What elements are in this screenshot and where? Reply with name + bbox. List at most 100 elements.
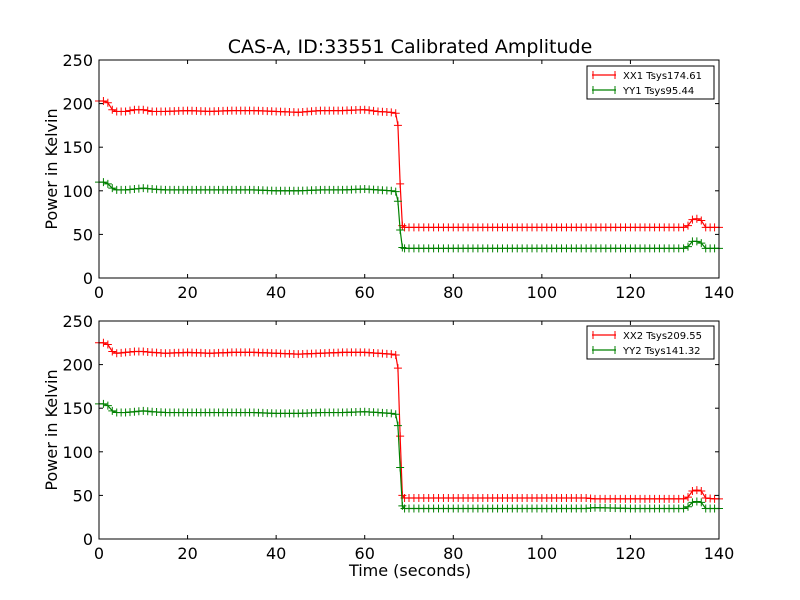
legend-box — [586, 65, 715, 100]
data-point — [679, 504, 688, 513]
data-point — [103, 340, 112, 349]
data-point — [121, 107, 130, 116]
x-tick-label: 140 — [704, 283, 735, 302]
data-point — [688, 498, 697, 507]
data-point — [393, 121, 402, 130]
data-point — [387, 409, 396, 418]
data-point — [692, 237, 701, 246]
data-point — [391, 410, 400, 419]
data-point — [396, 226, 405, 235]
x-tick-label: 80 — [443, 283, 463, 302]
series-2-group — [95, 178, 723, 253]
legend: XX1 Tsys174.61 YY1 Tsys95.44 — [586, 65, 715, 100]
data-point — [126, 106, 134, 115]
legend-marker — [592, 86, 616, 94]
data-point — [108, 184, 117, 193]
legend-label: YY1 Tsys95.44 — [622, 86, 694, 97]
x-tick-label: 60 — [355, 283, 375, 302]
x-tick-label: 40 — [266, 283, 286, 302]
data-point — [684, 242, 692, 251]
data-point — [369, 106, 378, 115]
x-tick-label: 100 — [527, 283, 558, 302]
x-axis-label: Time (seconds) — [348, 561, 471, 580]
data-point — [108, 105, 117, 114]
data-point — [679, 244, 688, 253]
data-point — [103, 179, 112, 188]
x-tick-label: 60 — [355, 544, 375, 563]
subplot-bottom: 0 20 40 60 80 100 120 140 0 50 100 150 200 250 Power i… — [42, 312, 734, 563]
y-tick-label: 250 — [62, 312, 93, 331]
data-point — [365, 106, 374, 115]
data-point — [103, 98, 112, 107]
x-tick-label: 140 — [704, 544, 735, 563]
plot-frame — [98, 320, 720, 540]
y-tick-label: 250 — [62, 51, 93, 70]
data-point — [692, 214, 701, 223]
x-tick-label: 80 — [443, 544, 463, 563]
x-tick-label: 100 — [527, 544, 558, 563]
data-point — [387, 186, 396, 195]
data-point — [396, 463, 405, 472]
data-point — [108, 406, 117, 415]
data-point — [679, 223, 688, 232]
data-point — [391, 351, 400, 360]
data-point — [143, 106, 152, 115]
plot-frame — [98, 59, 720, 279]
legend-label: YY2 Tsys141.32 — [622, 346, 701, 357]
data-point — [99, 178, 108, 187]
data-point — [103, 401, 112, 410]
x-tick-label: 20 — [177, 283, 197, 302]
legend-marker — [592, 331, 616, 339]
series-2-group — [95, 399, 723, 513]
data-point — [393, 421, 402, 430]
data-point — [393, 197, 402, 206]
x-tick-label: 40 — [266, 544, 286, 563]
series-1-group — [95, 338, 723, 503]
legend-entry-2: YY1 Tsys95.44 — [592, 86, 694, 97]
data-point — [692, 486, 701, 495]
x-tick-label: 0 — [94, 283, 104, 302]
y-tick-label: 200 — [62, 356, 93, 375]
data-point — [391, 109, 400, 118]
legend-label: XX1 Tsys174.61 — [623, 71, 702, 82]
x-tick-label: 20 — [177, 544, 197, 563]
data-point — [684, 221, 692, 230]
series-1-group — [95, 96, 723, 232]
data-point — [697, 216, 706, 225]
y-axis-label: Power in Kelvin — [42, 108, 61, 229]
figure-title: CAS-A, ID:33551 Calibrated Amplitude — [228, 36, 593, 58]
y-tick-label: 50 — [73, 225, 93, 244]
legend-marker — [592, 71, 616, 79]
legend-label: XX2 Tsys209.55 — [623, 331, 702, 342]
data-point — [393, 364, 402, 373]
y-tick-label: 100 — [62, 182, 93, 201]
data-point — [396, 432, 405, 441]
data-point — [679, 494, 688, 503]
x-tick-label: 0 — [94, 544, 104, 563]
y-tick-label: 100 — [62, 443, 93, 462]
data-point — [688, 215, 697, 224]
data-point — [697, 498, 706, 507]
data-point — [396, 179, 405, 188]
data-point — [360, 105, 369, 114]
legend-entry-1: XX1 Tsys174.61 — [592, 71, 702, 82]
x-tick-label: 120 — [615, 283, 646, 302]
subplot-top: 0 20 40 60 80 100 120 140 0 50 100 150 200 250 Power i… — [42, 51, 734, 302]
legend: XX2 Tsys209.55 YY2 Tsys141.32 — [586, 325, 715, 360]
y-tick-label: 50 — [73, 486, 93, 505]
data-point — [697, 239, 706, 248]
data-point — [387, 350, 396, 359]
y-tick-label: 150 — [62, 399, 93, 418]
data-point — [99, 96, 108, 105]
y-tick-label: 0 — [83, 269, 93, 288]
data-point — [684, 493, 692, 502]
data-point — [692, 497, 701, 506]
data-point — [391, 187, 400, 196]
legend-entry-2: YY2 Tsys141.32 — [592, 346, 701, 357]
data-point — [108, 347, 117, 356]
data-point — [387, 108, 396, 117]
y-tick-label: 0 — [83, 530, 93, 549]
legend-entry-1: XX2 Tsys209.55 — [592, 331, 702, 342]
